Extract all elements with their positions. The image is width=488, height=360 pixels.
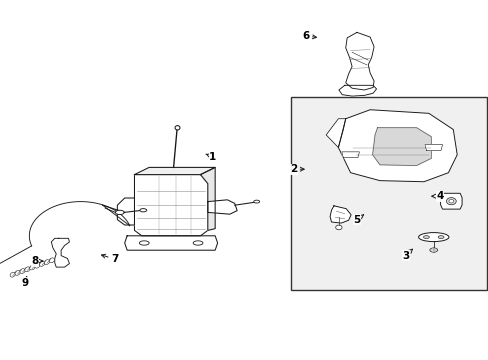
Ellipse shape	[448, 199, 453, 203]
Ellipse shape	[10, 272, 15, 277]
Polygon shape	[134, 175, 207, 236]
Polygon shape	[134, 167, 215, 175]
Text: 4: 4	[431, 191, 443, 201]
Polygon shape	[338, 85, 376, 96]
Text: 3: 3	[402, 249, 411, 261]
Polygon shape	[338, 110, 456, 182]
Polygon shape	[329, 206, 350, 223]
Text: 2: 2	[289, 164, 304, 174]
Ellipse shape	[253, 200, 259, 203]
Ellipse shape	[446, 198, 455, 205]
Ellipse shape	[44, 260, 49, 265]
Ellipse shape	[49, 258, 54, 263]
Ellipse shape	[139, 241, 149, 245]
Polygon shape	[372, 128, 430, 166]
Ellipse shape	[25, 267, 30, 272]
Ellipse shape	[193, 241, 203, 245]
Bar	[290, 97, 486, 290]
Text: 8: 8	[32, 256, 42, 266]
Text: 1: 1	[205, 152, 216, 162]
Ellipse shape	[20, 269, 25, 274]
Polygon shape	[200, 167, 215, 230]
Polygon shape	[341, 152, 359, 158]
Ellipse shape	[140, 209, 146, 212]
Ellipse shape	[40, 261, 44, 266]
Polygon shape	[424, 145, 442, 150]
Ellipse shape	[429, 248, 437, 252]
Polygon shape	[440, 193, 461, 209]
Polygon shape	[51, 238, 69, 267]
Text: 7: 7	[102, 254, 119, 264]
Polygon shape	[117, 198, 134, 225]
Text: 6: 6	[302, 31, 316, 41]
Ellipse shape	[35, 263, 40, 268]
Ellipse shape	[423, 236, 428, 239]
Polygon shape	[124, 236, 217, 250]
Polygon shape	[345, 32, 373, 90]
Ellipse shape	[175, 126, 180, 130]
Ellipse shape	[30, 265, 35, 270]
Text: 5: 5	[353, 215, 363, 225]
Text: 9: 9	[22, 276, 29, 288]
Ellipse shape	[418, 233, 448, 242]
Ellipse shape	[335, 225, 341, 230]
Ellipse shape	[15, 270, 20, 275]
Polygon shape	[325, 119, 345, 148]
Ellipse shape	[437, 236, 443, 239]
Ellipse shape	[115, 210, 124, 215]
Polygon shape	[207, 200, 237, 214]
